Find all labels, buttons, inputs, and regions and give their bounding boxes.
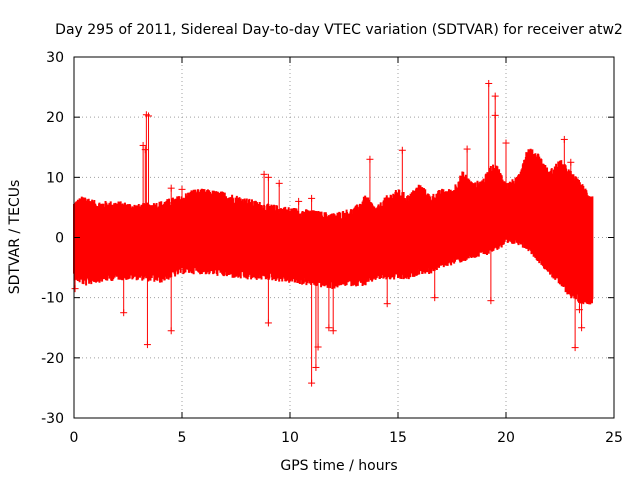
outlier-point [329, 282, 337, 335]
outlier-point [178, 185, 186, 202]
outlier-point [71, 274, 79, 293]
outlier-point [366, 155, 374, 207]
y-axis-label: SDTVAR / TECUs [7, 180, 23, 295]
outlier-point [560, 135, 568, 171]
x-tick-label: 15 [389, 430, 407, 446]
x-tick-label: 0 [70, 430, 79, 446]
outlier-point [167, 184, 175, 205]
outlier-point [308, 194, 316, 217]
x-tick-label: 5 [178, 430, 187, 446]
outlier-point [487, 246, 495, 305]
y-tick-label: 20 [46, 110, 64, 126]
outlier-point [260, 170, 268, 210]
data-points [71, 79, 594, 387]
outlier-point [264, 273, 272, 327]
outlier-point [139, 141, 147, 210]
x-tick-label: 20 [497, 430, 515, 446]
outlier-point [141, 146, 149, 210]
outlier-point [383, 273, 391, 308]
outlier-point [398, 146, 406, 198]
outlier-point [167, 272, 175, 335]
y-tick-label: 0 [55, 231, 64, 247]
y-tick-label: 10 [46, 170, 64, 186]
outlier-point [578, 297, 586, 332]
outlier-point [502, 139, 510, 190]
outlier-point [143, 274, 151, 349]
outlier-point [295, 197, 303, 215]
axis-ticks [73, 56, 615, 419]
outlier-point [567, 158, 575, 178]
x-tick-label: 10 [281, 430, 299, 446]
outlier-point [312, 280, 320, 371]
y-tick-label: -10 [41, 291, 64, 307]
y-tick-label: 30 [46, 50, 64, 66]
outlier-point [463, 145, 471, 183]
chart-title: Day 295 of 2011, Sidereal Day-to-day VTE… [55, 22, 623, 38]
outlier-point [571, 294, 579, 352]
outlier-point [145, 112, 153, 210]
y-tick-label: -30 [41, 411, 64, 427]
outlier-point [485, 79, 493, 176]
outlier-point [431, 265, 439, 302]
outlier-point [120, 273, 128, 317]
y-tick-label: -20 [41, 351, 64, 367]
outlier-point [491, 111, 499, 172]
outlier-point [264, 173, 272, 211]
x-axis-label: GPS time / hours [280, 458, 397, 474]
outlier-point [275, 179, 283, 212]
outlier-point [325, 282, 333, 332]
tick-labels: 0 5 10 15 20 25 -30 -20 -10 0 10 20 30 [41, 50, 623, 446]
x-tick-label: 25 [605, 430, 623, 446]
outlier-point [308, 279, 316, 387]
